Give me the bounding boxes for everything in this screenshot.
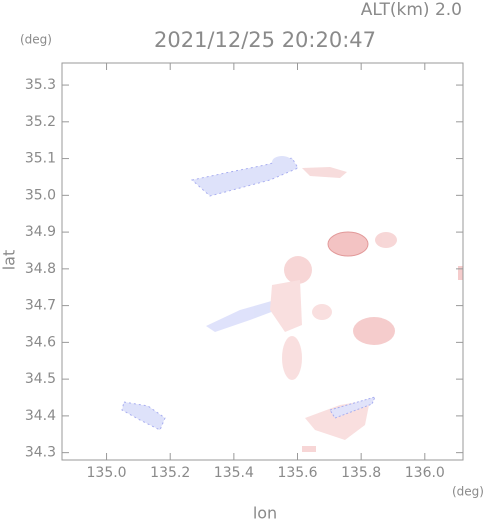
plot-frame [61,62,464,461]
x-axis-label: lon [253,504,277,521]
x-tick-label: 135.8 [341,465,381,481]
x-unit: (deg) [452,485,484,499]
y-tick-label: 34.5 [25,371,56,387]
y-tick-label: 34.6 [25,334,56,350]
y-unit: (deg) [20,33,52,47]
altitude: ALT(km) 2.0 [361,0,462,20]
y-tick-label: 35.3 [25,77,56,93]
y-tick-label: 34.8 [25,261,56,277]
x-tick-label: 135.4 [214,465,254,481]
y-tick-label: 34.4 [25,408,56,424]
y-axis-label: lat [0,250,19,271]
x-tick-label: 135.2 [150,465,190,481]
y-tick-label: 34.7 [25,298,56,314]
echo-blobs [121,156,463,452]
chart-title: 2021/12/25 20:20:47 [154,28,376,52]
x-tick-label: 136.0 [405,465,445,481]
y-tick-label: 35.1 [25,151,56,167]
y-tick-label: 35.0 [25,187,56,203]
x-tick-label: 135.0 [87,465,127,481]
x-tick-label: 135.6 [277,465,317,481]
y-tick-label: 34.9 [25,224,56,240]
y-tick-label: 35.2 [25,114,56,130]
y-tick-label: 34.3 [25,445,56,461]
